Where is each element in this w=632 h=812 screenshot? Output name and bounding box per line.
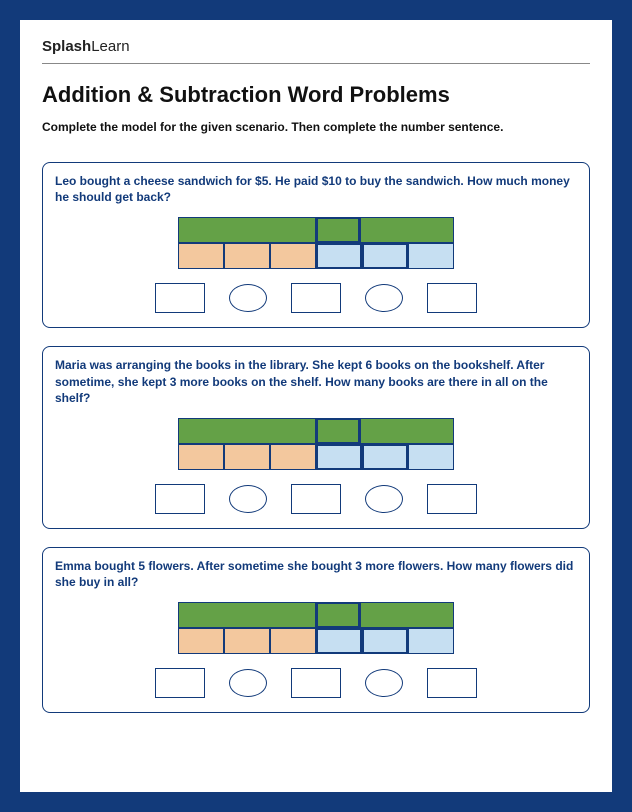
number-sentence — [55, 484, 577, 514]
number-sentence — [55, 283, 577, 313]
model-cell — [316, 243, 362, 269]
operator-oval[interactable] — [229, 485, 267, 513]
answer-box[interactable] — [427, 283, 477, 313]
model-cell — [360, 602, 454, 628]
model-cell — [270, 243, 316, 269]
answer-box[interactable] — [155, 283, 205, 313]
brand-logo: SplashLearn — [42, 38, 590, 64]
answer-box[interactable] — [427, 484, 477, 514]
problem-text: Emma bought 5 flowers. After sometime sh… — [55, 558, 577, 590]
problem-card: Leo bought a cheese sandwich for $5. He … — [42, 162, 590, 328]
operator-oval[interactable] — [229, 284, 267, 312]
operator-oval[interactable] — [365, 284, 403, 312]
answer-box[interactable] — [155, 484, 205, 514]
model-cell — [316, 444, 362, 470]
model-cell — [224, 243, 270, 269]
model-cell — [178, 418, 316, 444]
model-cell — [362, 444, 408, 470]
model-bottom-row — [178, 444, 454, 470]
model-cell — [178, 217, 316, 243]
page-title: Addition & Subtraction Word Problems — [42, 82, 590, 108]
model-cell — [316, 217, 360, 243]
model-cell — [360, 217, 454, 243]
model-bottom-row — [178, 243, 454, 269]
problem-text: Leo bought a cheese sandwich for $5. He … — [55, 173, 577, 205]
brand-part2: Learn — [91, 38, 129, 55]
model-cell — [316, 418, 360, 444]
operator-oval[interactable] — [365, 669, 403, 697]
number-sentence — [55, 668, 577, 698]
model-cell — [362, 243, 408, 269]
model-cell — [178, 602, 316, 628]
problem-card: Maria was arranging the books in the lib… — [42, 346, 590, 529]
model-cell — [360, 418, 454, 444]
bar-model — [55, 217, 577, 269]
instruction-text: Complete the model for the given scenari… — [42, 120, 590, 134]
problem-text: Maria was arranging the books in the lib… — [55, 357, 577, 406]
model-cell — [408, 444, 454, 470]
bar-model — [55, 418, 577, 470]
model-cell — [178, 444, 224, 470]
answer-box[interactable] — [291, 484, 341, 514]
worksheet-page: SplashLearn Addition & Subtraction Word … — [20, 20, 612, 792]
operator-oval[interactable] — [229, 669, 267, 697]
answer-box[interactable] — [427, 668, 477, 698]
model-cell — [270, 444, 316, 470]
problems-container: Leo bought a cheese sandwich for $5. He … — [42, 162, 590, 713]
model-cell — [408, 243, 454, 269]
problem-card: Emma bought 5 flowers. After sometime sh… — [42, 547, 590, 713]
model-cell — [224, 628, 270, 654]
bar-model — [55, 602, 577, 654]
model-cell — [178, 628, 224, 654]
model-cell — [224, 444, 270, 470]
operator-oval[interactable] — [365, 485, 403, 513]
model-cell — [178, 243, 224, 269]
model-cell — [270, 628, 316, 654]
model-cell — [316, 602, 360, 628]
answer-box[interactable] — [291, 283, 341, 313]
model-cell — [408, 628, 454, 654]
answer-box[interactable] — [155, 668, 205, 698]
brand-part1: Splash — [42, 38, 91, 55]
model-cell — [362, 628, 408, 654]
model-bottom-row — [178, 628, 454, 654]
model-cell — [316, 628, 362, 654]
model-top-row — [178, 217, 454, 243]
answer-box[interactable] — [291, 668, 341, 698]
model-top-row — [178, 418, 454, 444]
model-top-row — [178, 602, 454, 628]
